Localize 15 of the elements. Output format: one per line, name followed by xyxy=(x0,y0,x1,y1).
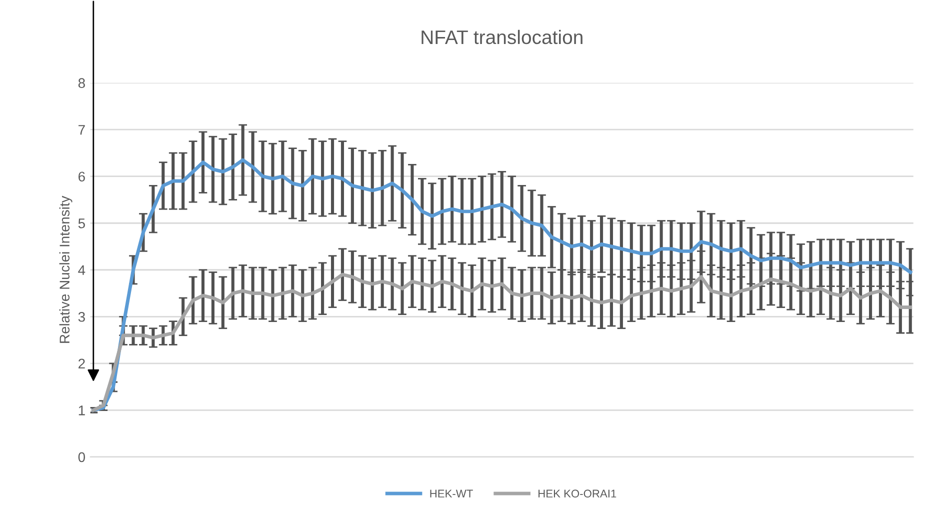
y-tick-label: 6 xyxy=(78,172,85,182)
legend-label: HEK-WT xyxy=(430,490,473,498)
y-tick-label: 1 xyxy=(78,406,85,416)
y-tick-label: 3 xyxy=(78,312,85,322)
y-tick-label: 8 xyxy=(78,78,85,88)
line-series xyxy=(92,272,912,412)
y-tick-label: 7 xyxy=(78,125,85,135)
y-tick-label: 0 xyxy=(78,452,85,462)
legend-label: HEK KO-ORAI1 xyxy=(538,490,616,498)
y-axis-title: Relative Nuclei Intensity xyxy=(59,196,72,343)
chart-title: NFAT translocation xyxy=(422,30,582,44)
y-tick-label: 2 xyxy=(78,358,85,368)
line-series xyxy=(92,158,912,412)
y-tick-label: 4 xyxy=(78,265,86,275)
y-tick-label: 5 xyxy=(78,218,85,228)
